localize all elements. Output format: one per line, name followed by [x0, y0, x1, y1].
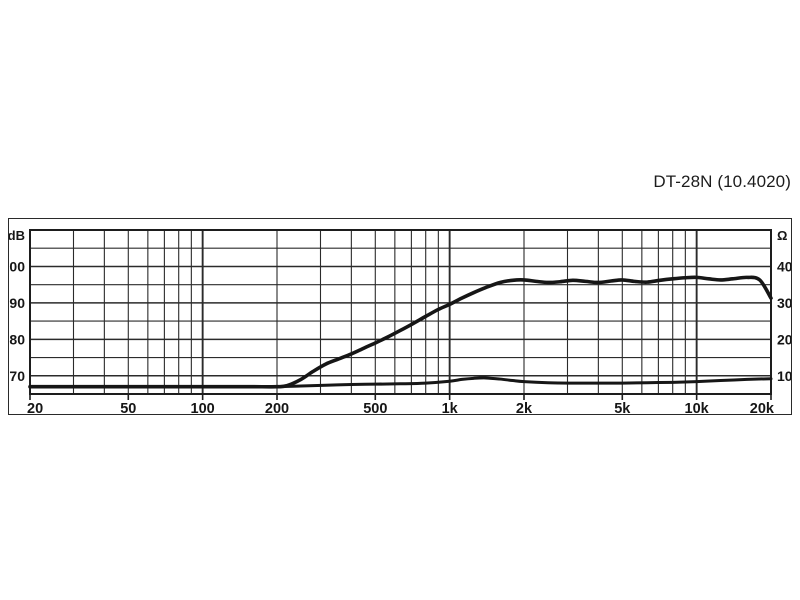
x-axis-label: 2k: [516, 401, 533, 414]
x-axis-label: 200: [265, 401, 289, 414]
page-title: DT-28N (10.4020): [653, 172, 791, 191]
axis-unit-db: dB: [9, 228, 25, 243]
y-axis-label-right: 30: [777, 295, 791, 311]
plot-frame: [29, 229, 772, 395]
chart-plot-lines: [28, 275, 773, 389]
x-axis-label: 5k: [614, 401, 631, 414]
chart-grid: [29, 229, 772, 400]
y-axis-label-left: 90: [9, 295, 25, 311]
x-axis-label: 1k: [442, 401, 459, 414]
x-axis-label: 100: [191, 401, 215, 414]
axis-unit-ohm: Ω: [777, 228, 787, 243]
y-axis-label-right: 10: [777, 368, 791, 384]
spl-curve: [28, 275, 773, 389]
x-axis-label: 20: [27, 401, 43, 414]
x-axis-label: 500: [363, 401, 387, 414]
chart-axis-labels: 70 80 90 100 10 20 30 40 dB Ω 20 50 100 200 500 1k 2k 5k 1…: [9, 228, 791, 414]
y-axis-label-left: 100: [9, 258, 25, 274]
y-axis-label-left: 80: [9, 331, 25, 347]
chart-svg: 70 80 90 100 10 20 30 40 dB Ω 20 50 100 200 500 1k 2k 5k 1…: [9, 228, 791, 414]
y-axis-label-right: 40: [777, 258, 791, 274]
frequency-response-chart: 70 80 90 100 10 20 30 40 dB Ω 20 50 100 200 500 1k 2k 5k 1…: [8, 218, 792, 415]
y-axis-label-left: 70: [9, 368, 25, 384]
x-axis-label: 10k: [685, 401, 710, 414]
x-axis-label: 20k: [750, 401, 775, 414]
x-axis-label: 50: [120, 401, 136, 414]
y-axis-label-right: 20: [777, 331, 791, 347]
